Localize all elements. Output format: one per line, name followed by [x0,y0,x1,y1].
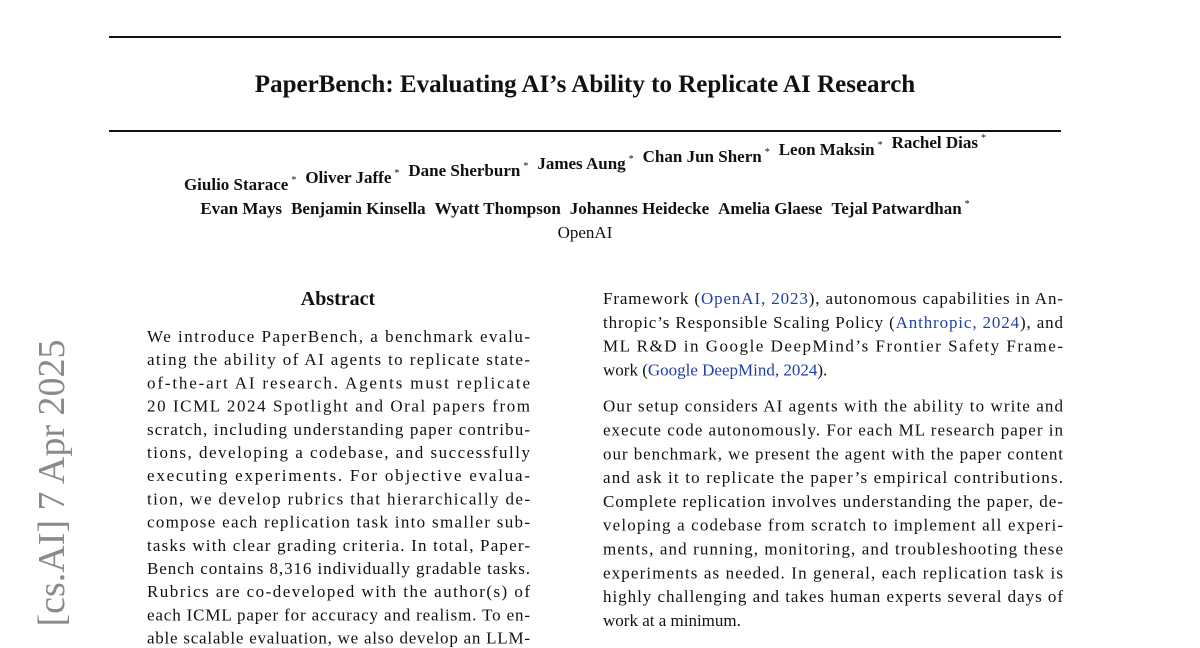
author-name: Chan Jun Shern [643,147,763,166]
author-mark: * [878,140,883,151]
author-name: Wyatt Thompson [435,199,562,218]
abstract-line: 20 ICML 2024 Spotlight and Oral papers f… [147,397,530,416]
body-line: experiments as needed. In general, each … [603,563,1063,582]
abstract-line: scratch, including understanding paper c… [147,420,530,439]
text-run: ments, and running, monitoring, and trou… [603,540,1063,559]
text-run: and ask it to replicate the paper’s empi… [603,468,1063,487]
text-run: Our setup considers AI agents with the a… [603,397,1064,416]
text-run: highly challenging and takes human exper… [603,587,1063,606]
body-line: thropic’s Responsible Scaling Policy (An… [603,313,1064,332]
author-name: Dane Sherburn [408,161,520,180]
text-run: work ( [603,360,648,379]
text-run: ), autonomous capabilities in An- [809,289,1064,308]
text-run: veloping a codebase from scratch to impl… [603,516,1063,535]
author-name: Amelia Glaese [718,199,823,218]
author-name: Benjamin Kinsella [291,199,426,218]
author-mark: * [394,168,399,179]
author-mark: * [765,147,770,158]
author-name: Tejal Patwardhan [831,199,962,218]
text-run: execute code autonomously. For each ML r… [603,421,1064,440]
author-mark: * [981,133,986,144]
body-line: Framework (OpenAI, 2023), autonomous cap… [603,289,1063,308]
author-name: Oliver Jaffe [305,168,392,187]
abstract-line: tion, we develop rubrics that hierarchic… [147,489,530,508]
abstract-heading: Abstract [301,288,376,310]
body-line: work (Google DeepMind, 2024). [603,360,827,379]
abstract-line: Bench contains 8,316 individually gradab… [147,559,530,578]
text-run: work at a minimum. [603,611,741,630]
body-line: and ask it to replicate the paper’s empi… [603,468,1063,487]
author-mark: * [629,154,634,165]
body-line: ML R&D in Google DeepMind’s Frontier Saf… [603,337,1063,356]
arxiv-stamp: [cs.AI] 7 Apr 2025 [31,339,73,626]
abstract-line: tions, developing a codebase, and succes… [147,443,531,462]
author-name: Rachel Dias [892,133,979,152]
citation: OpenAI, 2023 [701,289,808,308]
body-line: veloping a codebase from scratch to impl… [603,516,1063,535]
abstract-line: of-the-art AI research. Agents must repl… [147,373,530,392]
abstract-line: compose each replication task into small… [147,513,530,532]
citation: Google DeepMind, 2024 [648,360,818,379]
text-run: ), and [1020,313,1064,332]
affiliation: OpenAI [558,223,613,242]
author-line: Giulio Starace * Oliver Jaffe * Dane Sherbur… [184,133,986,194]
body-line: highly challenging and takes human exper… [603,587,1063,606]
abstract-line: ating the ability of AI agents to replic… [147,350,530,369]
body-line: Complete replication involves understand… [603,492,1063,511]
text-run: thropic’s Responsible Scaling Policy ( [603,313,895,332]
text-run: ML R&D in Google DeepMind’s Frontier Saf… [603,337,1063,356]
body-line: execute code autonomously. For each ML r… [603,421,1064,440]
abstract-line: each ICML paper for accuracy and realism… [147,605,530,624]
abstract-line: tasks with clear grading criteria. In to… [147,536,530,555]
author-mark: * [291,175,296,186]
text-run: Complete replication involves understand… [603,492,1063,511]
author-name: Giulio Starace [184,175,289,194]
body-line: our benchmark, we present the agent with… [603,444,1063,463]
text-run: ). [817,360,827,379]
abstract-line: Rubrics are co-developed with the author… [147,582,530,601]
author-line: Evan Mays Benjamin Kinsella Wyatt Thompson… [200,199,969,218]
text-run: Framework ( [603,289,700,308]
text-run: our benchmark, we present the agent with… [603,444,1063,463]
body-line: ments, and running, monitoring, and trou… [603,540,1063,559]
paper-title: PaperBench: Evaluating AI’s Ability to R… [255,71,915,98]
citation: Anthropic, 2024 [896,313,1020,332]
body-line: work at a minimum. [603,611,741,630]
author-name: James Aung [537,154,626,173]
author-name: Leon Maksin [779,140,875,159]
text-run: experiments as needed. In general, each … [603,563,1063,582]
body-line: Our setup considers AI agents with the a… [603,397,1064,416]
abstract-line: We introduce PaperBench, a benchmark eva… [147,327,530,346]
author-mark: * [523,161,528,172]
author-name: Johannes Heidecke [570,199,710,218]
author-name: Evan Mays [200,199,282,218]
abstract-line: able scalable evaluation, we also develo… [147,629,530,648]
abstract-line: executing experiments. For objective eva… [147,466,530,485]
author-mark: * [965,199,970,210]
